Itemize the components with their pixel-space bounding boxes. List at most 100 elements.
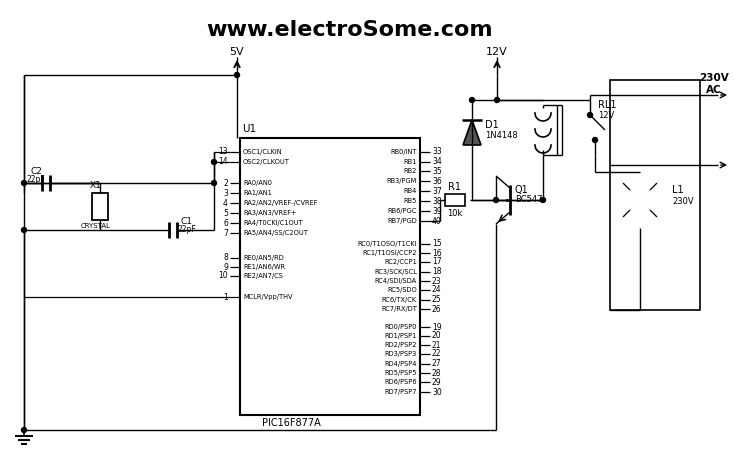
Text: RE0/AN5/RD: RE0/AN5/RD: [243, 255, 284, 261]
Text: 24: 24: [432, 286, 442, 294]
Bar: [92, 193, 108, 220]
Bar: [610, 80, 700, 310]
Text: 12V: 12V: [598, 111, 614, 120]
Text: RD7/PSP7: RD7/PSP7: [384, 389, 417, 395]
Text: AC: AC: [706, 85, 722, 95]
Circle shape: [587, 113, 592, 118]
Text: 38: 38: [432, 197, 442, 206]
Bar: [445, 194, 465, 206]
Text: 29: 29: [432, 378, 442, 386]
Text: RD6/PSP6: RD6/PSP6: [384, 379, 417, 385]
Text: RD4/PSP4: RD4/PSP4: [384, 361, 417, 367]
Text: 33: 33: [432, 147, 442, 157]
Text: RB1: RB1: [404, 159, 417, 165]
Text: RC6/TX/CK: RC6/TX/CK: [382, 297, 417, 303]
Text: 12V: 12V: [486, 47, 508, 57]
Text: RD1/PSP1: RD1/PSP1: [384, 333, 417, 339]
Text: 36: 36: [432, 177, 442, 186]
Text: RD2/PSP2: RD2/PSP2: [384, 342, 417, 348]
Text: 23: 23: [432, 277, 442, 286]
Text: BC547: BC547: [515, 195, 542, 205]
Circle shape: [212, 159, 217, 165]
Text: OSC2/CLKOUT: OSC2/CLKOUT: [243, 159, 290, 165]
Text: D1: D1: [485, 120, 499, 130]
Circle shape: [495, 98, 500, 102]
Text: RB7/PGD: RB7/PGD: [387, 218, 417, 224]
Text: RB6/PGC: RB6/PGC: [387, 208, 417, 214]
Text: PIC16F877A: PIC16F877A: [262, 418, 320, 428]
Circle shape: [540, 198, 545, 202]
Text: 26: 26: [432, 305, 442, 313]
Text: RA4/T0CKI/C1OUT: RA4/T0CKI/C1OUT: [243, 220, 303, 226]
Text: 25: 25: [432, 295, 442, 305]
Text: RE2/AN7/CS: RE2/AN7/CS: [243, 273, 283, 279]
Text: RD5/PSP5: RD5/PSP5: [384, 370, 417, 376]
Text: RD3/PSP3: RD3/PSP3: [384, 351, 417, 357]
Text: MCLR/Vpp/THV: MCLR/Vpp/THV: [243, 294, 293, 300]
Text: 34: 34: [432, 158, 442, 166]
Text: 30: 30: [432, 387, 442, 397]
Circle shape: [212, 180, 217, 186]
Text: RC1/T1OSI/CCP2: RC1/T1OSI/CCP2: [362, 250, 417, 256]
Text: 40: 40: [432, 217, 442, 226]
Text: C2: C2: [30, 167, 42, 177]
Text: RC5/SDO: RC5/SDO: [387, 287, 417, 293]
Bar: [240, 138, 420, 415]
Text: RB0/INT: RB0/INT: [390, 149, 417, 155]
Text: 28: 28: [432, 368, 442, 378]
Text: 16: 16: [432, 248, 442, 258]
Circle shape: [21, 180, 26, 186]
Text: 22: 22: [432, 350, 442, 359]
Text: 230V: 230V: [699, 73, 729, 83]
Text: 9: 9: [223, 263, 228, 272]
Text: RB4: RB4: [404, 188, 417, 194]
Text: 14: 14: [218, 158, 228, 166]
Text: CRYSTAL: CRYSTAL: [81, 223, 111, 229]
Circle shape: [21, 427, 26, 432]
Text: RC7/RX/DT: RC7/RX/DT: [381, 306, 417, 312]
Text: 21: 21: [432, 340, 442, 350]
Text: 8: 8: [223, 253, 228, 263]
Text: 6: 6: [223, 219, 228, 227]
Text: RB5: RB5: [404, 198, 417, 204]
Text: L1: L1: [672, 185, 684, 195]
Text: C1: C1: [181, 218, 193, 226]
Circle shape: [493, 198, 498, 202]
Text: RA1/AN1: RA1/AN1: [243, 190, 272, 196]
Text: OSC1/CLKIN: OSC1/CLKIN: [243, 149, 283, 155]
Text: RE1/AN6/WR: RE1/AN6/WR: [243, 264, 285, 270]
Text: 18: 18: [432, 267, 442, 277]
Text: 2: 2: [223, 179, 228, 187]
Text: 22pF: 22pF: [26, 174, 46, 184]
Text: 17: 17: [432, 258, 442, 266]
Text: 15: 15: [432, 239, 442, 248]
Text: RA5/AN4/SS/C2OUT: RA5/AN4/SS/C2OUT: [243, 230, 308, 236]
Text: 37: 37: [432, 186, 442, 195]
Circle shape: [592, 138, 598, 142]
Text: RC3/SCK/SCL: RC3/SCK/SCL: [374, 269, 417, 275]
Text: 3: 3: [223, 188, 228, 198]
Text: www.electroSome.com: www.electroSome.com: [207, 20, 493, 40]
Text: 39: 39: [432, 206, 442, 215]
Text: RL1: RL1: [598, 100, 617, 110]
Text: 5V: 5V: [229, 47, 244, 57]
Text: RA3/AN3/VREF+: RA3/AN3/VREF+: [243, 210, 296, 216]
Circle shape: [470, 98, 475, 102]
Text: 19: 19: [432, 323, 442, 332]
Text: 1N4148: 1N4148: [485, 131, 517, 140]
Text: 1: 1: [223, 292, 228, 301]
Text: RB3/PGM: RB3/PGM: [387, 178, 417, 184]
Text: RD0/PSP0: RD0/PSP0: [384, 324, 417, 330]
Text: 7: 7: [223, 228, 228, 238]
Circle shape: [234, 73, 240, 78]
Text: 10: 10: [218, 272, 228, 280]
Text: 20: 20: [432, 332, 442, 340]
Text: 10k: 10k: [448, 208, 463, 218]
Text: RC0/T1OSO/T1CKI: RC0/T1OSO/T1CKI: [357, 241, 417, 247]
Text: RB2: RB2: [404, 168, 417, 174]
Text: RA0/AN0: RA0/AN0: [243, 180, 272, 186]
Text: 35: 35: [432, 166, 442, 175]
Polygon shape: [463, 120, 481, 145]
Text: R1: R1: [448, 182, 462, 192]
Text: RA2/AN2/VREF-/CVREF: RA2/AN2/VREF-/CVREF: [243, 200, 318, 206]
